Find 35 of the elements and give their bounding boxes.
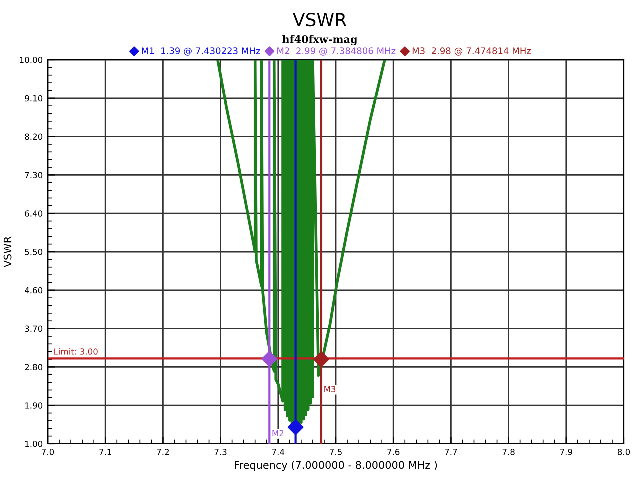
- y-axis-title: VSWR: [4, 236, 12, 268]
- y-tick-label: 5.50: [25, 248, 43, 256]
- y-tick-label: 9.10: [25, 95, 43, 102]
- x-tick-label: 7.1: [100, 449, 112, 456]
- point: [262, 351, 278, 368]
- y-tick-label: 1.00: [26, 440, 43, 448]
- x-tick-label: 7.3: [214, 449, 227, 456]
- x-tick-label: 7.9: [560, 449, 572, 456]
- x-axis-title: Frequency (7.000000 - 8.000000 MHz ): [235, 461, 438, 472]
- y-tick-label: 10.00: [20, 56, 43, 64]
- point: [288, 419, 304, 436]
- y-tick-label: 7.30: [25, 172, 43, 178]
- chart-title: VSWR: [293, 13, 347, 27]
- x-tick-label: 7.7: [445, 449, 458, 456]
- point: [314, 352, 330, 368]
- legend-label: M2 2.99 @ 7.384806 MHz: [278, 48, 396, 56]
- ref-line-label: M3: [324, 386, 336, 392]
- x-tick-label: 7.5: [330, 449, 342, 456]
- x-tick-label: 7.8: [502, 449, 515, 456]
- x-tick-label: 7.6: [388, 449, 400, 456]
- y-tick-label: 4.60: [24, 287, 43, 294]
- y-tick-label: 1.90: [26, 402, 43, 409]
- y-tick-label: 2.80: [25, 364, 43, 370]
- y-tick-label: 8.20: [25, 134, 43, 140]
- legend-label: M3 2.98 @ 7.474814 MHz: [412, 48, 532, 56]
- ref-line-label: Limit: 3.00: [54, 348, 98, 355]
- ref-line-label: M2: [272, 430, 284, 437]
- y-tick-label: 3.70: [25, 326, 43, 332]
- x-tick-label: 7.4: [272, 449, 285, 456]
- x-tick-label: 7.0: [42, 449, 54, 456]
- x-tick-label: 7.2: [157, 449, 169, 456]
- y-tick-label: 6.40: [25, 210, 43, 217]
- chart-subtitle: hf40fxw-mag: [282, 35, 358, 46]
- x-tick-label: 8.0: [618, 449, 630, 456]
- legend-label: M1 1.39 @ 7.430223 MHz: [142, 48, 260, 56]
